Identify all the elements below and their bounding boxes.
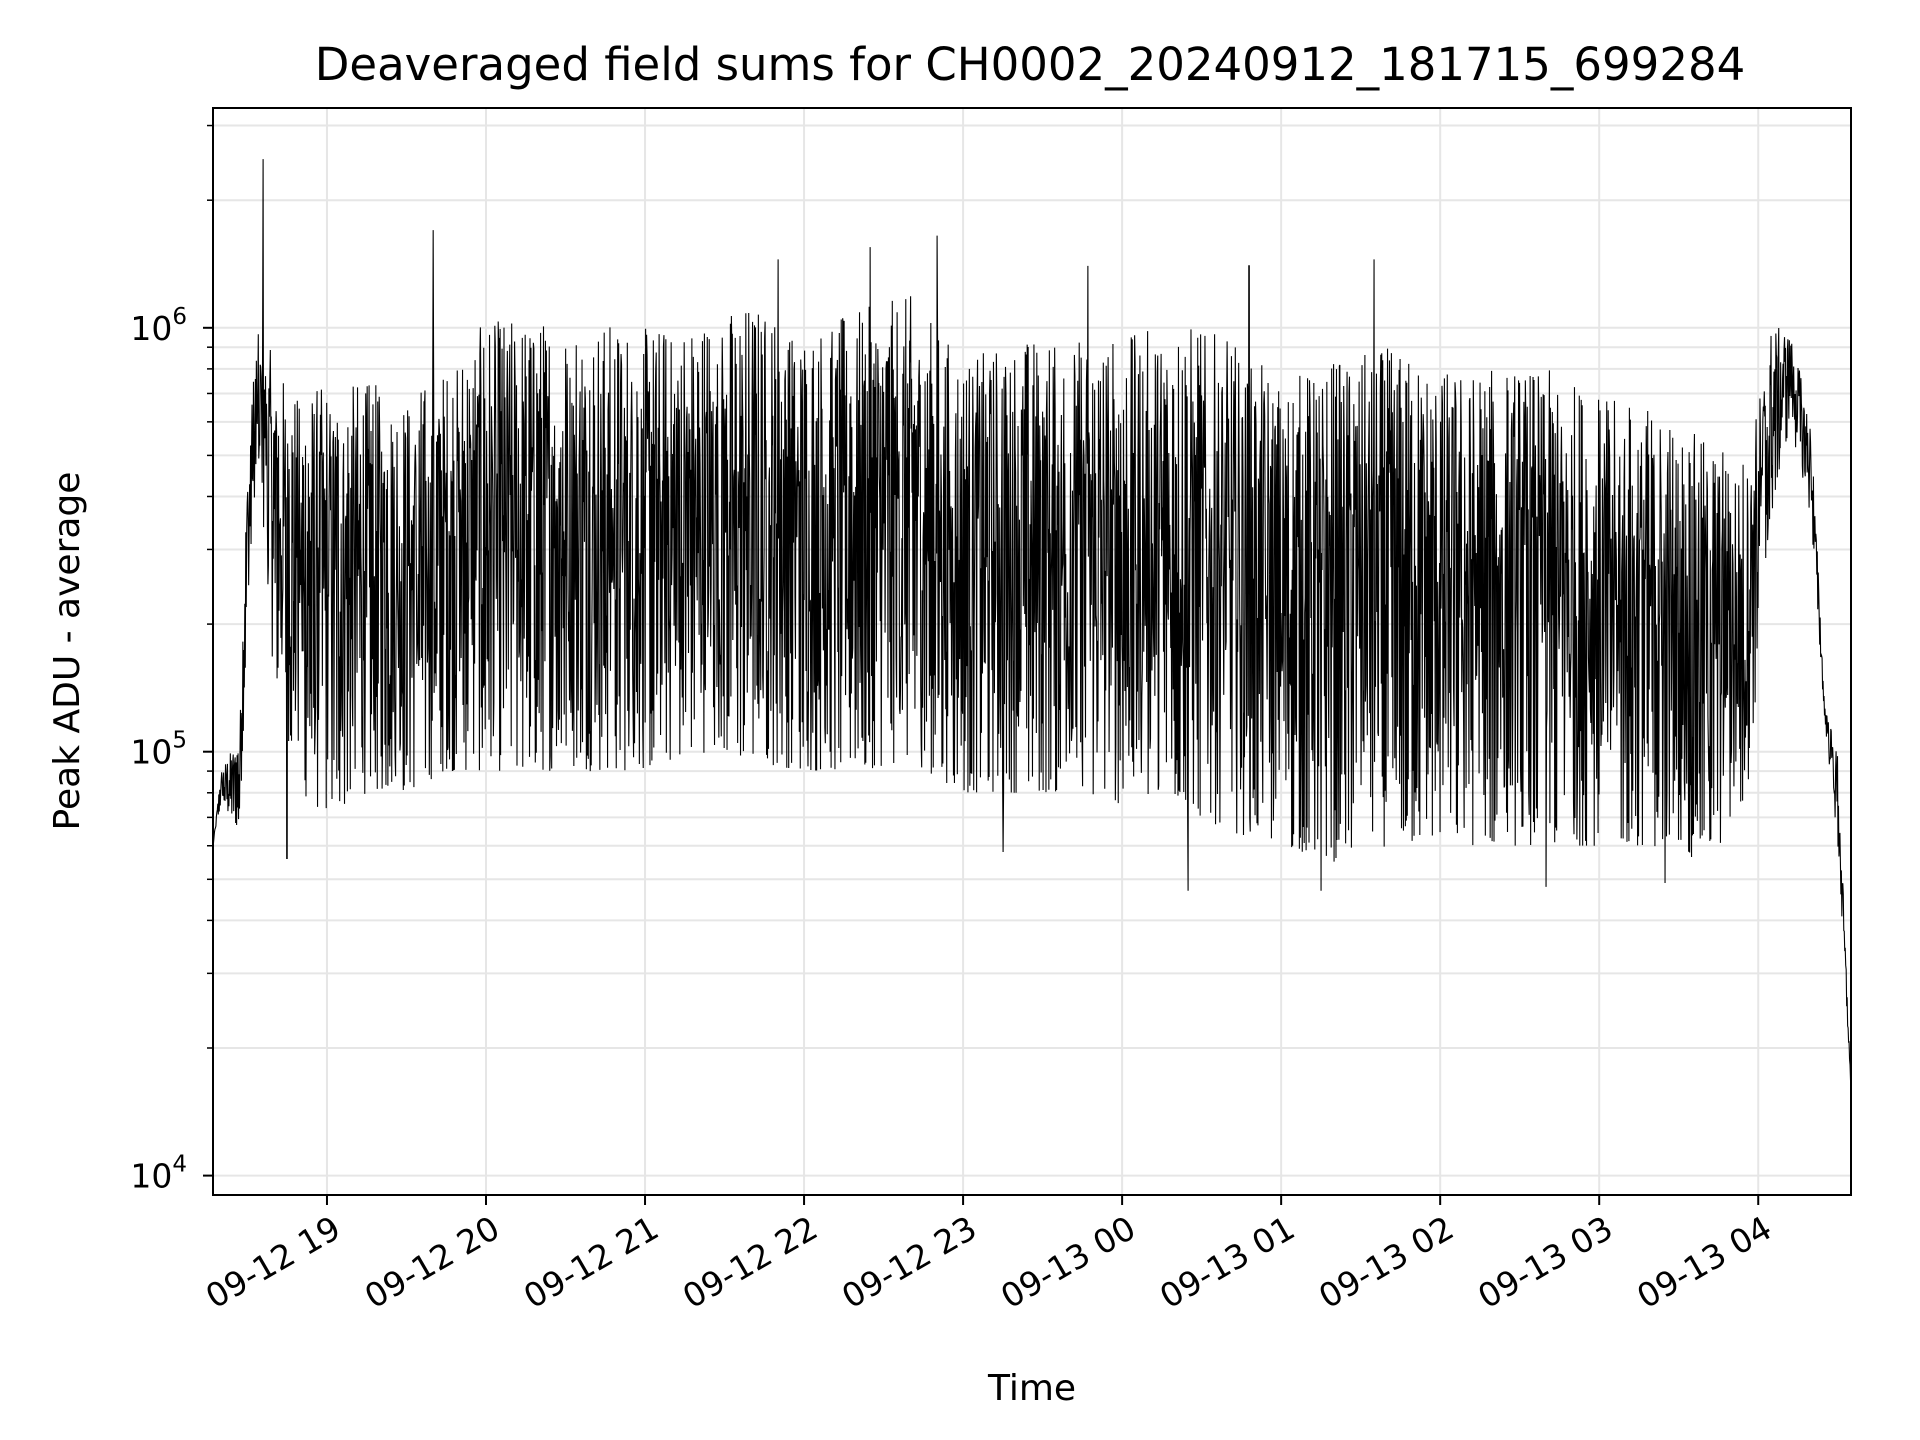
x-tick-label: 09-13 03 <box>1471 1208 1619 1316</box>
plot-frame <box>212 107 1852 1196</box>
x-tick-label: 09-12 19 <box>199 1208 347 1316</box>
y-tick-base: 10 <box>130 309 172 348</box>
y-tick-label: 105 <box>130 728 187 772</box>
y-tick-base: 10 <box>130 733 172 772</box>
grid <box>213 108 1851 1195</box>
x-tick-label: 09-12 23 <box>835 1208 983 1316</box>
x-tick-label: 09-13 04 <box>1630 1208 1778 1316</box>
y-tick-label: 104 <box>130 1152 187 1196</box>
y-axis-label: Peak ADU - average <box>47 472 88 831</box>
y-tick-base: 10 <box>130 1157 172 1196</box>
series-line <box>212 159 1852 1090</box>
chart-title: Deaveraged field sums for CH0002_2024091… <box>315 38 1745 91</box>
series-layer <box>212 159 1852 1090</box>
x-axis-label: Time <box>987 1368 1076 1409</box>
x-tick-label: 09-13 01 <box>1153 1208 1301 1316</box>
x-tick-label: 09-12 21 <box>517 1208 665 1316</box>
x-tick-label: 09-12 20 <box>358 1208 506 1316</box>
x-tick-label: 09-13 00 <box>994 1208 1142 1316</box>
y-tick-exponent: 5 <box>172 728 187 754</box>
x-tick-label: 09-12 22 <box>676 1208 824 1316</box>
y-tick-exponent: 4 <box>172 1152 187 1178</box>
y-tick-label: 106 <box>130 304 187 348</box>
x-tick-label: 09-13 02 <box>1312 1208 1460 1316</box>
x-axis: 09-12 19 09-12 20 09-12 21 09-12 22 09-12 23… <box>199 1195 1778 1316</box>
y-tick-exponent: 6 <box>172 304 187 330</box>
